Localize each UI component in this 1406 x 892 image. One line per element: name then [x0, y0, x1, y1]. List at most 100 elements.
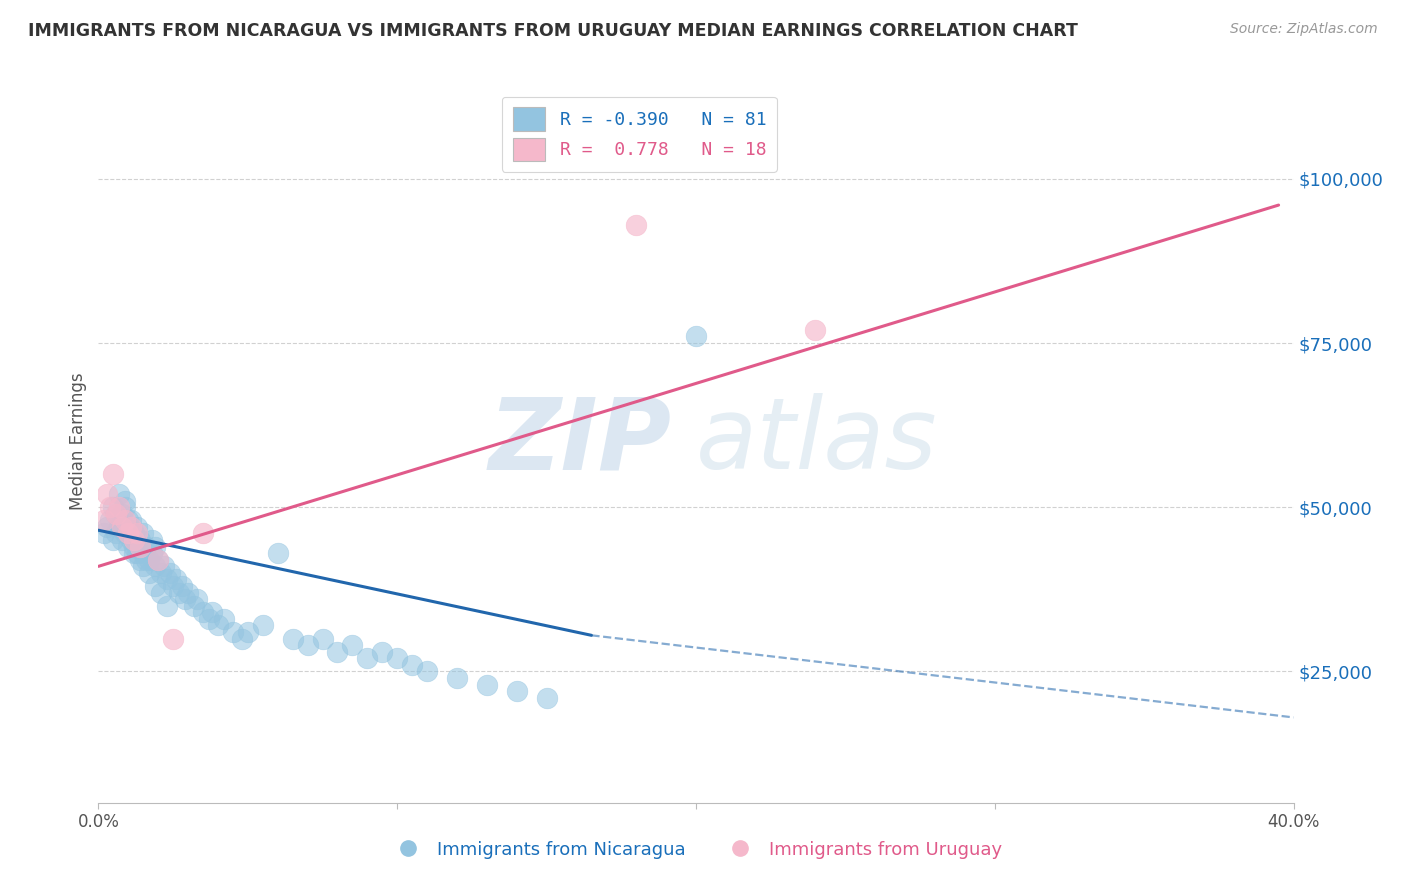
- Point: [111, 533, 134, 547]
- Point: [114, 513, 136, 527]
- Point: [252, 618, 274, 632]
- Text: ZIP: ZIP: [489, 393, 672, 490]
- Point: [198, 612, 221, 626]
- Point: [108, 487, 131, 501]
- Point: [103, 500, 125, 515]
- Point: [124, 546, 146, 560]
- Point: [105, 526, 128, 541]
- Point: [129, 553, 152, 567]
- Y-axis label: Median Earnings: Median Earnings: [69, 373, 87, 510]
- Point: [120, 533, 142, 547]
- Point: [135, 553, 157, 567]
- Point: [114, 526, 136, 541]
- Point: [162, 579, 184, 593]
- Point: [124, 540, 146, 554]
- Point: [127, 526, 149, 541]
- Point: [162, 632, 184, 646]
- Point: [150, 566, 173, 580]
- Point: [356, 651, 378, 665]
- Point: [117, 513, 139, 527]
- Point: [96, 487, 118, 501]
- Point: [153, 559, 176, 574]
- Point: [138, 566, 160, 580]
- Point: [120, 520, 142, 534]
- Text: atlas: atlas: [696, 393, 938, 490]
- Point: [127, 546, 149, 560]
- Point: [401, 657, 423, 672]
- Point: [191, 605, 214, 619]
- Legend: Immigrants from Nicaragua, Immigrants from Uruguay: Immigrants from Nicaragua, Immigrants fr…: [382, 834, 1010, 866]
- Point: [267, 546, 290, 560]
- Point: [446, 671, 468, 685]
- Point: [804, 323, 827, 337]
- Point: [111, 520, 134, 534]
- Point: [117, 526, 139, 541]
- Point: [626, 218, 648, 232]
- Point: [103, 467, 125, 482]
- Point: [108, 513, 131, 527]
- Point: [120, 526, 142, 541]
- Point: [135, 540, 157, 554]
- Point: [143, 540, 166, 554]
- Point: [297, 638, 319, 652]
- Point: [124, 526, 146, 541]
- Point: [129, 540, 152, 554]
- Text: Source: ZipAtlas.com: Source: ZipAtlas.com: [1230, 22, 1378, 37]
- Point: [129, 533, 152, 547]
- Point: [132, 559, 155, 574]
- Point: [132, 526, 155, 541]
- Point: [177, 585, 200, 599]
- Point: [114, 493, 136, 508]
- Point: [111, 507, 134, 521]
- Point: [132, 546, 155, 560]
- Point: [93, 526, 115, 541]
- Point: [212, 612, 235, 626]
- Point: [685, 329, 707, 343]
- Point: [108, 500, 131, 515]
- Point: [120, 513, 142, 527]
- Point: [371, 645, 394, 659]
- Point: [385, 651, 409, 665]
- Point: [156, 599, 179, 613]
- Point: [98, 500, 122, 515]
- Point: [148, 553, 170, 567]
- Point: [127, 540, 149, 554]
- Point: [326, 645, 349, 659]
- Point: [143, 579, 166, 593]
- Point: [148, 553, 170, 567]
- Point: [536, 690, 558, 705]
- Point: [231, 632, 253, 646]
- Point: [156, 573, 179, 587]
- Point: [165, 573, 187, 587]
- Point: [172, 579, 194, 593]
- Point: [342, 638, 364, 652]
- Point: [98, 513, 122, 527]
- Text: IMMIGRANTS FROM NICARAGUA VS IMMIGRANTS FROM URUGUAY MEDIAN EARNINGS CORRELATION: IMMIGRANTS FROM NICARAGUA VS IMMIGRANTS …: [28, 22, 1078, 40]
- Point: [117, 520, 139, 534]
- Point: [416, 665, 439, 679]
- Point: [311, 632, 333, 646]
- Point: [117, 540, 139, 554]
- Point: [281, 632, 304, 646]
- Point: [103, 533, 125, 547]
- Point: [143, 559, 166, 574]
- Point: [159, 566, 181, 580]
- Point: [475, 677, 498, 691]
- Point: [236, 625, 259, 640]
- Point: [167, 585, 190, 599]
- Point: [105, 507, 128, 521]
- Point: [96, 520, 118, 534]
- Point: [141, 546, 163, 560]
- Point: [138, 553, 160, 567]
- Point: [141, 533, 163, 547]
- Point: [191, 526, 214, 541]
- Point: [183, 599, 205, 613]
- Point: [114, 500, 136, 515]
- Point: [127, 520, 149, 534]
- Point: [93, 513, 115, 527]
- Point: [108, 520, 131, 534]
- Point: [201, 605, 224, 619]
- Point: [222, 625, 245, 640]
- Point: [186, 592, 208, 607]
- Point: [207, 618, 229, 632]
